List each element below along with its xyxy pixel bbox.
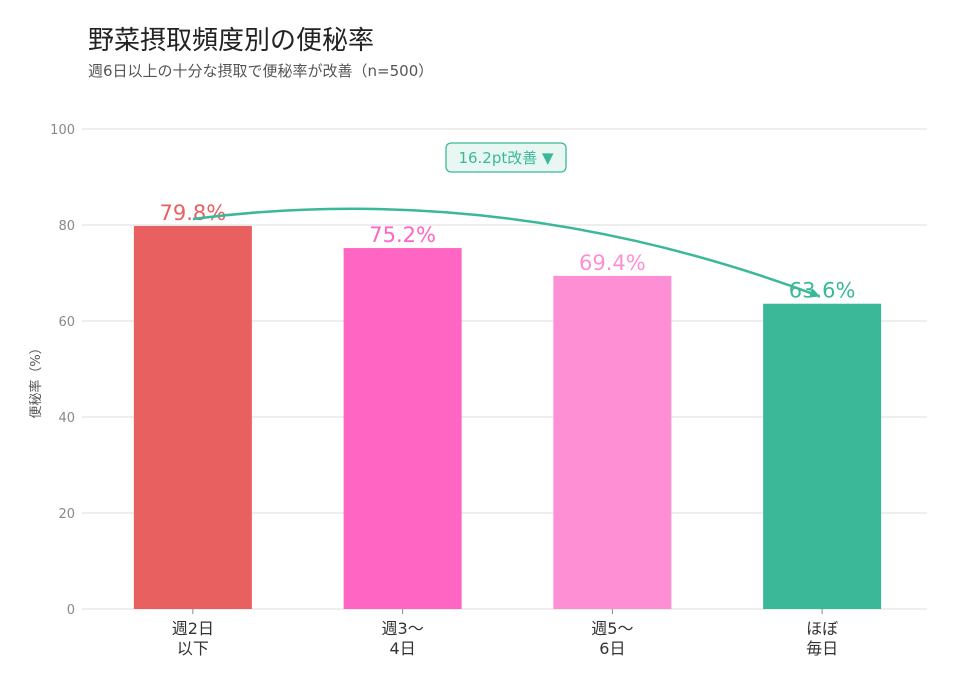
x-tick-label: 6日 xyxy=(599,639,625,658)
annotation-badge xyxy=(445,142,567,173)
y-tick-label: 80 xyxy=(58,219,75,234)
trend-arrow xyxy=(192,207,820,298)
x-tick-label: 4日 xyxy=(390,639,416,658)
data-label: 79.8% xyxy=(160,201,227,225)
x-tick-label: 週3〜 xyxy=(382,619,424,638)
x-tick-label: 週2日 xyxy=(172,619,214,638)
y-tick-layer: 0 20 40 60 80 100 xyxy=(50,123,75,618)
x-tick-label: 以下 xyxy=(177,639,209,658)
chart-subtitle: 週6日以上の十分な摂取で便秘率が改善（n=500） xyxy=(88,62,433,80)
x-tick-label: 毎日 xyxy=(806,639,838,658)
annotation-layer: 16.2pt改善 ▼ xyxy=(192,142,820,298)
chart-title: 野菜摂取頻度別の便秘率 xyxy=(88,26,374,56)
x-tick-label: 週5〜 xyxy=(591,619,633,638)
y-tick-label: 100 xyxy=(50,123,75,138)
y-axis-label: 便秘率（%） xyxy=(28,341,44,418)
y-tick-label: 60 xyxy=(58,315,75,330)
bar xyxy=(343,248,462,610)
y-tick-label: 40 xyxy=(58,411,75,426)
annotation-text: 16.2pt改善 ▼ xyxy=(458,149,554,167)
bar xyxy=(553,275,672,609)
y-tick-label: 20 xyxy=(58,507,75,522)
bar xyxy=(763,303,882,609)
data-label: 69.4% xyxy=(579,251,646,275)
data-label: 75.2% xyxy=(369,223,436,247)
x-tick-label: ほぼ xyxy=(806,619,838,638)
data-label: 63.6% xyxy=(789,279,856,303)
bar xyxy=(133,225,252,609)
bar-layer: 79.8% 75.2% 69.4% 63.6% xyxy=(133,201,882,610)
y-tick-label: 0 xyxy=(67,603,75,618)
